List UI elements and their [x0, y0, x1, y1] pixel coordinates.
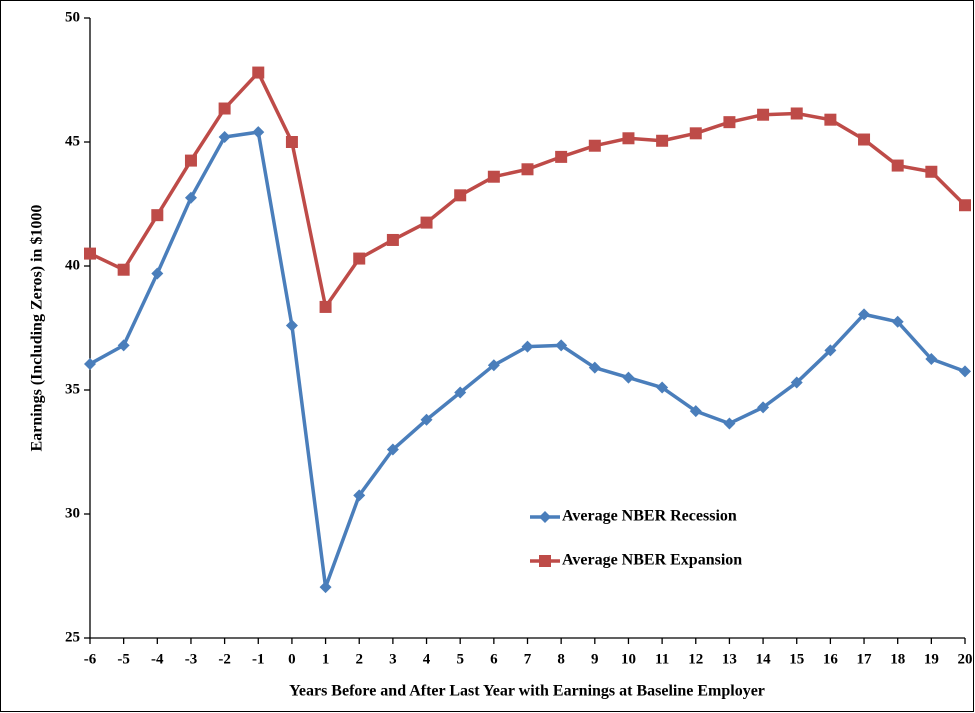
data-point — [117, 263, 130, 276]
x-tick-label: 9 — [591, 651, 599, 667]
data-point — [959, 199, 971, 212]
data-point — [84, 247, 96, 260]
data-point — [622, 132, 635, 145]
data-point — [891, 315, 904, 328]
data-point — [723, 116, 736, 129]
data-point — [723, 417, 736, 430]
data-point — [117, 339, 130, 352]
y-tick-label: 40 — [65, 257, 80, 273]
y-tick-label: 50 — [65, 9, 80, 25]
data-point — [656, 134, 669, 147]
data-point — [689, 405, 702, 418]
data-point — [622, 371, 635, 384]
data-point — [420, 413, 433, 426]
data-point — [386, 233, 399, 246]
legend-text: Average NBER Recession — [562, 508, 737, 525]
data-point — [184, 154, 197, 167]
data-point — [959, 365, 971, 378]
x-tick-label: -4 — [151, 651, 164, 667]
data-point — [184, 191, 197, 204]
x-tick-label: -5 — [117, 651, 130, 667]
data-point — [285, 319, 298, 332]
data-point — [285, 136, 298, 148]
data-point — [521, 163, 534, 176]
data-point — [84, 357, 96, 370]
x-tick-label: 1 — [322, 651, 330, 667]
x-tick-label: 17 — [857, 651, 873, 667]
x-tick-label: 0 — [288, 651, 296, 667]
data-point — [757, 401, 770, 414]
x-tick-label: -2 — [218, 651, 231, 667]
data-point — [790, 376, 803, 389]
data-point — [454, 386, 467, 399]
y-tick-label: 25 — [65, 629, 80, 645]
legend-marker — [539, 511, 551, 523]
data-point — [656, 381, 669, 394]
y-tick-label: 30 — [65, 505, 80, 521]
data-point — [555, 150, 568, 163]
data-point — [487, 359, 500, 372]
x-tick-label: 20 — [958, 651, 973, 667]
x-tick-label: 7 — [524, 651, 532, 667]
x-tick-label: 8 — [557, 651, 565, 667]
data-point — [521, 340, 534, 353]
y-tick-label: 45 — [65, 133, 80, 149]
x-axis-label: Years Before and After Last Year with Ea… — [289, 683, 765, 700]
data-point — [790, 107, 803, 120]
data-point — [252, 126, 265, 139]
x-tick-label: -6 — [84, 651, 97, 667]
data-point — [757, 108, 770, 121]
x-tick-label: 19 — [924, 651, 939, 667]
data-point — [386, 443, 399, 456]
x-tick-label: 11 — [655, 651, 669, 667]
data-point — [858, 133, 871, 146]
x-tick-label: 2 — [355, 651, 363, 667]
data-point — [858, 308, 871, 321]
data-point — [925, 165, 938, 178]
x-tick-label: 18 — [890, 651, 905, 667]
data-point — [689, 127, 702, 140]
data-point — [487, 170, 500, 183]
x-tick-label: 6 — [490, 651, 498, 667]
data-point — [218, 131, 231, 144]
x-tick-label: 4 — [423, 651, 431, 667]
x-tick-label: -3 — [185, 651, 198, 667]
x-tick-label: 5 — [456, 651, 464, 667]
y-axis-label: Earnings (Including Zeros) in $1000 — [29, 205, 46, 452]
x-tick-label: -1 — [252, 651, 265, 667]
data-point — [588, 139, 601, 152]
data-point — [454, 189, 467, 202]
data-point — [420, 216, 433, 229]
data-point — [353, 252, 366, 265]
data-point — [319, 581, 332, 594]
y-tick-label: 35 — [65, 381, 80, 397]
data-point — [252, 66, 265, 79]
data-point — [588, 361, 601, 374]
legend-marker — [539, 555, 551, 567]
data-point — [319, 300, 332, 313]
data-point — [925, 353, 938, 365]
x-tick-label: 3 — [389, 651, 397, 667]
data-point — [824, 113, 837, 126]
data-point — [353, 489, 366, 502]
legend-text: Average NBER Expansion — [562, 552, 742, 569]
x-tick-label: 10 — [621, 651, 636, 667]
data-point — [151, 209, 164, 222]
data-point — [555, 339, 568, 352]
data-point — [151, 267, 164, 280]
data-point — [824, 344, 837, 357]
x-tick-label: 12 — [688, 651, 703, 667]
data-point — [891, 159, 904, 172]
x-tick-label: 13 — [722, 651, 737, 667]
x-tick-label: 15 — [789, 651, 804, 667]
x-tick-label: 16 — [823, 651, 839, 667]
x-tick-label: 14 — [756, 651, 772, 667]
data-point — [218, 102, 231, 115]
